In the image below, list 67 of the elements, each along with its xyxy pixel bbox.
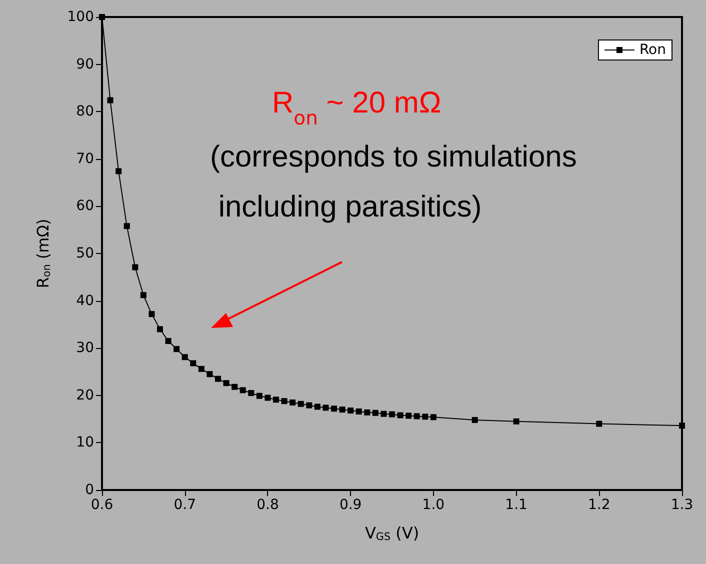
x-tick-label: 1.1 <box>505 497 528 513</box>
y-tick-label: 100 <box>67 9 94 25</box>
point <box>406 412 412 419</box>
y-tick-label: 30 <box>76 340 94 356</box>
point <box>331 406 337 412</box>
point <box>414 413 420 420</box>
point <box>124 223 130 230</box>
point <box>190 360 196 366</box>
y-axis-title: Ron (mΩ) <box>34 218 53 288</box>
point <box>298 400 304 407</box>
point <box>174 346 180 352</box>
x-tick-label: 0.9 <box>339 497 362 513</box>
point <box>513 418 520 424</box>
x-tick-label: 0.8 <box>256 497 279 513</box>
y-tick-label: 40 <box>76 292 94 309</box>
y-tick-label: 70 <box>76 150 94 167</box>
point <box>314 404 320 410</box>
point <box>248 390 254 396</box>
point <box>99 14 105 20</box>
point <box>290 399 296 406</box>
point <box>339 406 346 413</box>
point <box>206 371 213 378</box>
y-tick-label: 80 <box>76 104 94 120</box>
point <box>281 398 288 404</box>
point <box>107 97 114 104</box>
annotation: (corresponds to simulations including parasitics) <box>210 140 577 224</box>
point <box>165 338 172 344</box>
x-tick-label: 0.6 <box>90 497 114 513</box>
point <box>223 380 230 386</box>
point <box>148 311 155 318</box>
point <box>322 404 329 411</box>
point <box>348 408 354 414</box>
point <box>273 396 279 403</box>
y-tick-label: 10 <box>76 434 94 451</box>
point <box>232 384 238 390</box>
point <box>182 354 188 360</box>
point <box>364 409 370 416</box>
point <box>422 414 428 420</box>
point <box>380 410 387 417</box>
point <box>198 366 204 372</box>
point <box>116 168 122 174</box>
y-tick-label: 90 <box>76 56 94 72</box>
point <box>596 420 602 427</box>
point <box>397 412 404 418</box>
point <box>389 411 395 418</box>
y-tick-label: 20 <box>76 387 94 404</box>
point <box>430 414 436 420</box>
x-tick-label: 1.2 <box>588 497 610 513</box>
point <box>679 422 685 429</box>
point <box>306 402 312 408</box>
point <box>256 392 262 399</box>
point <box>356 408 362 414</box>
x-tick-label: 1.0 <box>422 497 445 513</box>
y-tick-label: 60 <box>76 198 94 214</box>
x-tick-label: 1.3 <box>670 497 694 513</box>
y-tick-label: 50 <box>76 246 94 262</box>
point <box>132 264 138 270</box>
point <box>157 326 163 332</box>
legend-label: Ron <box>639 42 666 58</box>
y-tick-label: 0 <box>85 482 94 498</box>
point <box>140 292 146 298</box>
point <box>472 416 478 423</box>
point <box>264 394 271 401</box>
x-tick-label: 0.7 <box>174 497 196 513</box>
point <box>372 410 378 416</box>
point <box>240 387 246 394</box>
point <box>215 376 221 382</box>
